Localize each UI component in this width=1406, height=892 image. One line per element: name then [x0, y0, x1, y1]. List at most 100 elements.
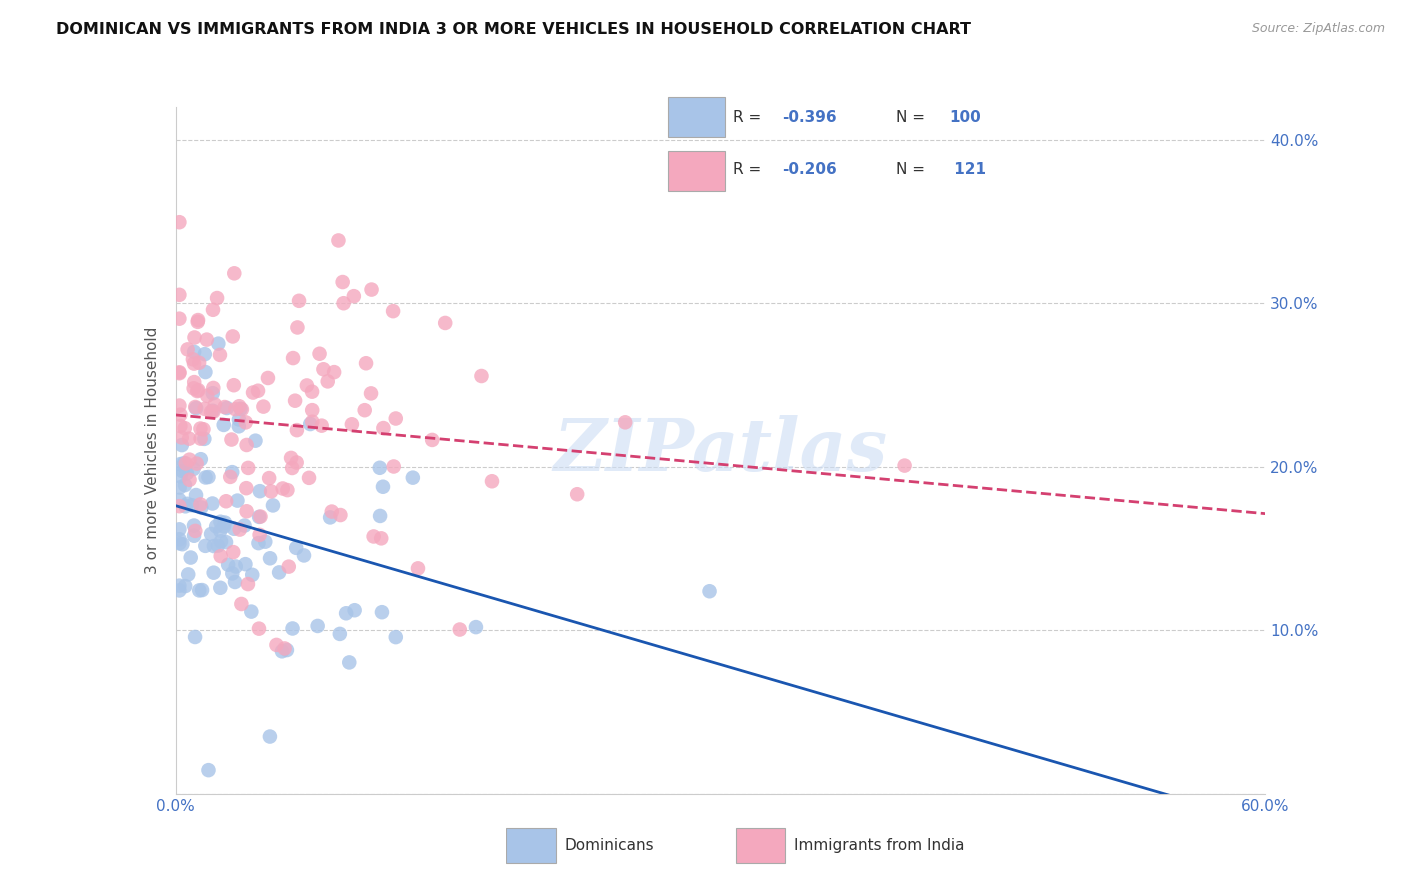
Point [420, 433, 443, 447]
Point [183, 330, 205, 344]
Point [257, 371, 280, 385]
Point [481, 475, 503, 489]
Point [186, 457, 208, 471]
Point [260, 484, 283, 499]
Point [235, 557, 257, 571]
Point [179, 473, 201, 487]
Point [169, 583, 191, 598]
Point [343, 289, 366, 303]
Point [343, 603, 366, 617]
Point [221, 566, 243, 581]
Point [195, 333, 218, 347]
Text: 121: 121 [949, 162, 987, 177]
Point [323, 365, 346, 379]
Point [287, 320, 309, 334]
Point [259, 730, 281, 744]
FancyBboxPatch shape [668, 151, 725, 191]
Point [205, 519, 228, 533]
Point [169, 419, 191, 434]
Point [254, 534, 277, 549]
Point [301, 384, 323, 399]
Point [224, 402, 246, 417]
Point [225, 559, 247, 574]
Point [214, 400, 236, 414]
Text: Immigrants from India: Immigrants from India [794, 838, 965, 853]
Point [259, 551, 281, 566]
Point [373, 421, 395, 435]
Point [249, 509, 271, 524]
Point [266, 638, 288, 652]
Point [245, 434, 267, 448]
Point [312, 362, 335, 376]
Point [288, 293, 311, 308]
Point [308, 347, 330, 361]
Point [406, 561, 429, 575]
Point [217, 558, 239, 572]
Point [382, 459, 405, 474]
Point [169, 492, 191, 507]
Point [247, 622, 270, 636]
Point [368, 460, 391, 475]
Text: ZIPatlas: ZIPatlas [554, 415, 887, 486]
Point [202, 381, 225, 395]
Point [321, 505, 343, 519]
Point [169, 399, 191, 413]
Point [233, 518, 256, 533]
Point [224, 574, 246, 589]
Point [332, 275, 354, 289]
Point [224, 266, 246, 280]
Point [200, 405, 222, 419]
Point [215, 401, 238, 415]
Point [449, 623, 471, 637]
Point [271, 644, 294, 658]
Point [222, 545, 245, 559]
Point [177, 567, 200, 582]
Point [228, 399, 250, 413]
Point [231, 402, 253, 417]
Point [183, 381, 205, 395]
Point [186, 384, 208, 398]
Point [169, 499, 191, 513]
Point [205, 291, 228, 305]
Point [201, 496, 224, 510]
Point [215, 494, 238, 508]
Point [284, 393, 307, 408]
Point [236, 577, 259, 591]
Point [249, 484, 271, 499]
Point [295, 378, 318, 392]
Point [169, 311, 191, 326]
Point [172, 464, 194, 478]
Point [209, 581, 232, 595]
Text: DOMINICAN VS IMMIGRANTS FROM INDIA 3 OR MORE VEHICLES IN HOUSEHOLD CORRELATION C: DOMINICAN VS IMMIGRANTS FROM INDIA 3 OR … [56, 22, 972, 37]
Point [212, 519, 235, 533]
Point [240, 567, 263, 582]
Point [240, 605, 263, 619]
Point [195, 389, 218, 403]
Point [281, 351, 304, 365]
Point [319, 510, 342, 524]
Point [354, 356, 377, 370]
Point [247, 509, 270, 524]
Point [183, 344, 205, 359]
Point [201, 302, 224, 317]
Point [174, 478, 197, 492]
Point [194, 401, 217, 416]
Point [169, 522, 191, 536]
Point [567, 487, 589, 501]
Point [335, 607, 357, 621]
Point [187, 383, 209, 397]
Y-axis label: 3 or more Vehicles in Household: 3 or more Vehicles in Household [145, 326, 160, 574]
Text: R =: R = [733, 110, 766, 125]
Text: Dominicans: Dominicans [565, 838, 654, 853]
Point [329, 627, 352, 641]
Point [221, 465, 243, 479]
Point [257, 471, 280, 485]
Point [180, 550, 202, 565]
Point [174, 500, 197, 514]
Point [170, 430, 193, 444]
Point [204, 397, 226, 411]
Point [370, 532, 392, 546]
Point [176, 467, 198, 481]
Point [174, 579, 197, 593]
Point [235, 416, 257, 430]
